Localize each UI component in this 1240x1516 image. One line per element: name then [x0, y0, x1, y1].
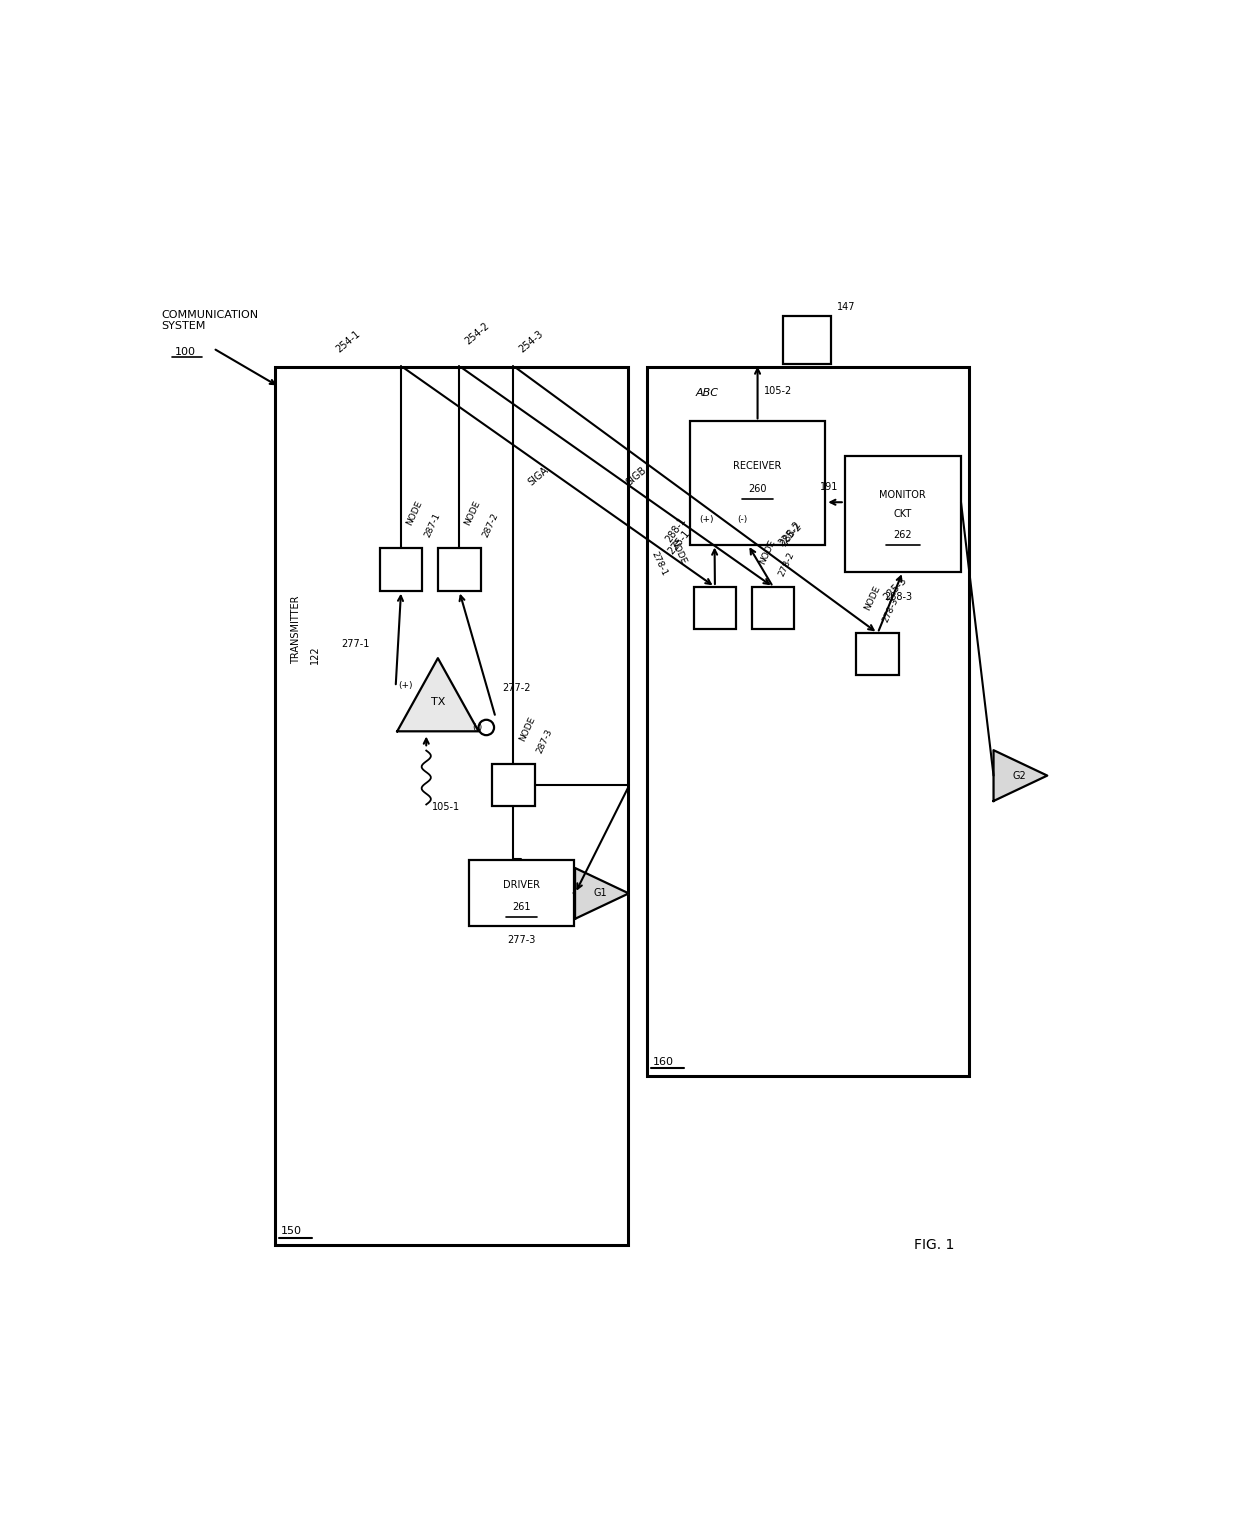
Bar — [844, 456, 961, 572]
Text: 254-3: 254-3 — [517, 329, 546, 355]
Text: 278-2: 278-2 — [776, 550, 796, 578]
Text: (+): (+) — [699, 515, 714, 525]
Text: 225-1: 225-1 — [666, 528, 692, 556]
Text: NODE: NODE — [517, 716, 537, 743]
Bar — [469, 860, 573, 926]
Bar — [689, 421, 826, 544]
Text: 225-3: 225-3 — [882, 575, 909, 602]
Text: 287-2: 287-2 — [481, 512, 500, 540]
Text: ABC: ABC — [696, 388, 719, 399]
Text: NODE: NODE — [405, 499, 424, 528]
Text: (+): (+) — [399, 681, 413, 690]
Text: 254-1: 254-1 — [335, 329, 362, 355]
Text: 288-2: 288-2 — [779, 520, 802, 549]
Text: 150: 150 — [280, 1226, 301, 1236]
Bar — [751, 587, 795, 629]
Text: 287-3: 287-3 — [536, 728, 554, 755]
Text: NODE: NODE — [463, 499, 482, 528]
Text: 254-2: 254-2 — [463, 321, 491, 347]
Text: 262: 262 — [894, 531, 913, 540]
Text: 122: 122 — [310, 646, 320, 664]
Text: 287-1: 287-1 — [423, 512, 441, 540]
Bar — [857, 634, 899, 676]
Text: COMMUNICATION
SYSTEM: COMMUNICATION SYSTEM — [161, 309, 258, 332]
Text: 191: 191 — [820, 482, 838, 493]
Text: DRIVER: DRIVER — [502, 881, 539, 890]
Text: FIG. 1: FIG. 1 — [915, 1239, 955, 1252]
Text: CKT: CKT — [894, 509, 911, 518]
Text: (-): (-) — [472, 723, 482, 732]
Text: NODE: NODE — [863, 584, 882, 611]
Text: 105-2: 105-2 — [764, 385, 792, 396]
Polygon shape — [993, 750, 1048, 800]
Text: 147: 147 — [837, 302, 856, 312]
Text: 261: 261 — [512, 902, 531, 913]
Text: MONITOR: MONITOR — [879, 490, 926, 500]
Text: 277-2: 277-2 — [502, 682, 531, 693]
Text: 260: 260 — [748, 484, 766, 494]
Text: 288-1: 288-1 — [663, 515, 688, 544]
Text: G1: G1 — [594, 888, 608, 899]
Bar — [438, 549, 481, 591]
Text: 277-1: 277-1 — [342, 638, 370, 649]
Text: SIGB: SIGB — [624, 465, 649, 488]
Text: SIGA: SIGA — [526, 465, 551, 488]
Text: 288-3: 288-3 — [884, 593, 911, 602]
Text: NODE: NODE — [668, 538, 687, 565]
Text: 277-3: 277-3 — [507, 935, 536, 944]
Text: G2: G2 — [1012, 770, 1025, 781]
Bar — [647, 367, 968, 1076]
Bar — [782, 315, 831, 364]
Bar — [275, 367, 627, 1245]
Text: (-): (-) — [738, 515, 748, 525]
Text: TRANSMITTER: TRANSMITTER — [290, 596, 300, 664]
Text: 100: 100 — [175, 347, 196, 358]
Polygon shape — [575, 869, 629, 919]
Text: 105-1: 105-1 — [432, 802, 460, 813]
Text: TX: TX — [430, 697, 445, 708]
Text: 278-1: 278-1 — [650, 550, 668, 578]
Text: RECEIVER: RECEIVER — [733, 461, 781, 471]
Text: 278-3: 278-3 — [882, 596, 900, 625]
Bar — [379, 549, 423, 591]
Bar — [693, 587, 737, 629]
Text: NODE: NODE — [758, 538, 777, 565]
Text: 225-2: 225-2 — [777, 522, 805, 549]
Polygon shape — [397, 658, 479, 731]
Bar — [492, 764, 534, 807]
Text: 160: 160 — [652, 1057, 673, 1067]
